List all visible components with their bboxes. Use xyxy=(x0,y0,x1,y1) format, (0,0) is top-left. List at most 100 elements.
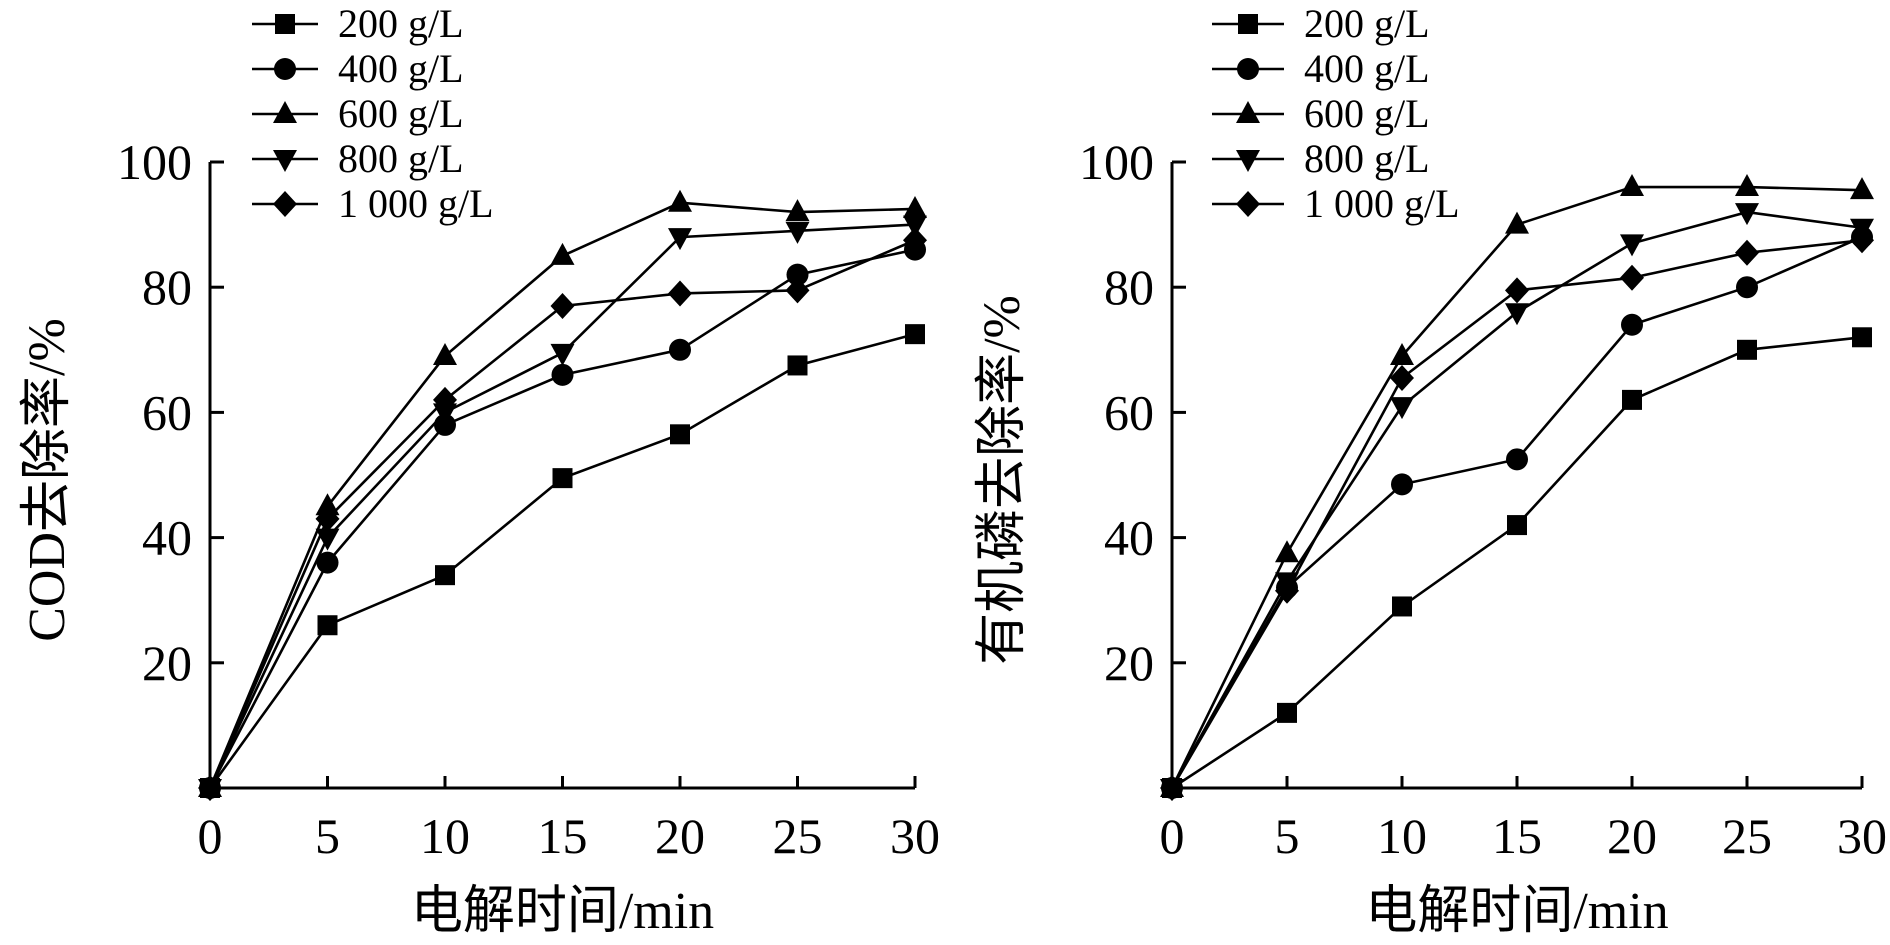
data-point xyxy=(1622,389,1642,410)
data-point xyxy=(1277,702,1297,723)
y-tick-label: 100 xyxy=(117,134,192,190)
y-tick-label: 60 xyxy=(142,384,192,440)
data-point xyxy=(435,565,455,586)
data-point xyxy=(1620,174,1644,197)
data-point xyxy=(1620,264,1644,291)
y-tick-label: 60 xyxy=(1104,384,1154,440)
data-point xyxy=(315,505,340,532)
data-point xyxy=(669,338,691,361)
x-tick-label: 20 xyxy=(1607,808,1657,864)
legend-label: 1 000 g/L xyxy=(338,181,494,226)
data-point xyxy=(1507,515,1527,536)
x-tick-label: 5 xyxy=(1275,808,1300,864)
legend-item: 600 g/L xyxy=(1212,91,1430,136)
data-point xyxy=(1275,577,1299,604)
data-point xyxy=(1735,239,1759,266)
legend-label: 800 g/L xyxy=(338,136,464,181)
data-point xyxy=(316,551,339,574)
legend-marker xyxy=(1236,101,1260,123)
data-point xyxy=(550,292,575,319)
legend-label: 200 g/L xyxy=(338,1,464,46)
legend-marker xyxy=(274,58,296,80)
data-point xyxy=(433,343,457,366)
x-axis-title: 电解时间/min xyxy=(411,883,714,940)
legend-marker xyxy=(1236,150,1260,172)
data-point xyxy=(198,775,222,801)
legend-marker xyxy=(273,150,297,172)
legend-item: 600 g/L xyxy=(252,91,464,136)
legend-label: 200 g/L xyxy=(1304,1,1430,46)
x-tick-label: 15 xyxy=(1492,808,1542,864)
series-400-g-l xyxy=(199,238,926,799)
y-tick-label: 20 xyxy=(1104,635,1154,691)
y-tick-label: 80 xyxy=(1104,259,1154,315)
data-point xyxy=(1506,448,1528,471)
x-tick-label: 0 xyxy=(1160,808,1185,864)
x-tick-label: 15 xyxy=(538,808,588,864)
data-point xyxy=(903,215,927,238)
data-point xyxy=(1735,174,1759,197)
legend-label: 800 g/L xyxy=(1304,136,1430,181)
chart-cod-removal: 20 40 60 80 100 0 5 10 15 20 25 30 电解时间/min COD去除率/% 2… xyxy=(19,1,940,940)
legend-marker xyxy=(1237,58,1259,80)
legend-item: 800 g/L xyxy=(252,136,464,181)
data-point xyxy=(903,227,927,254)
data-point xyxy=(787,355,808,376)
data-point xyxy=(1505,211,1529,234)
x-tick-label: 5 xyxy=(315,808,340,864)
chart-organic-phosphorus-removal: 20 40 60 80 100 0 5 10 15 20 25 30 电解时间/min 有机磷去除率/% 2… xyxy=(974,1,1887,940)
series-line xyxy=(208,239,916,789)
x-tick-label: 25 xyxy=(1722,808,1772,864)
legend-label: 1 000 g/L xyxy=(1304,181,1460,226)
x-tick-label: 20 xyxy=(655,808,705,864)
data-point xyxy=(317,615,338,636)
x-tick-label: 30 xyxy=(1837,808,1887,864)
data-point xyxy=(551,363,574,386)
data-point xyxy=(1390,397,1414,420)
data-point xyxy=(1620,234,1644,257)
legend-label: 600 g/L xyxy=(338,91,464,136)
legend-item: 400 g/L xyxy=(252,46,464,91)
data-point xyxy=(1391,473,1413,496)
data-point xyxy=(1850,227,1874,254)
data-point xyxy=(1621,313,1643,336)
series-line xyxy=(1171,335,1863,790)
data-point xyxy=(905,324,925,345)
data-point xyxy=(1392,596,1412,617)
legend-marker xyxy=(273,191,297,217)
data-point xyxy=(903,195,927,218)
data-point xyxy=(1737,339,1757,360)
data-point xyxy=(550,242,575,265)
data-point xyxy=(1735,203,1759,226)
y-tick-label: 20 xyxy=(142,635,192,691)
x-tick-label: 10 xyxy=(1377,808,1427,864)
legend-marker xyxy=(273,101,297,123)
legend-item: 1 000 g/L xyxy=(252,181,494,226)
series-line xyxy=(1170,185,1863,789)
data-point xyxy=(1275,540,1299,563)
data-point xyxy=(786,263,809,286)
x-tick-label: 30 xyxy=(890,808,940,864)
y-tick-label: 80 xyxy=(142,259,192,315)
y-tick-label: 40 xyxy=(142,510,192,566)
x-tick-label: 25 xyxy=(773,808,823,864)
data-point xyxy=(433,386,457,413)
data-point xyxy=(1160,775,1184,801)
series-1-000-g-l xyxy=(1160,227,1874,801)
x-tick-label: 0 xyxy=(198,808,223,864)
x-axis-title: 电解时间/min xyxy=(1365,883,1668,940)
legend-marker xyxy=(1236,191,1260,217)
legend-item: 200 g/L xyxy=(252,1,464,46)
data-point xyxy=(785,221,810,244)
data-point xyxy=(552,468,573,489)
data-point xyxy=(785,199,810,222)
y-axis-title: COD去除率/% xyxy=(19,318,76,642)
y-axis-title: 有机磷去除率/% xyxy=(974,295,1031,665)
data-point xyxy=(550,343,575,366)
series-200-g-l xyxy=(1162,327,1872,798)
data-point xyxy=(1390,364,1414,391)
data-point xyxy=(1852,327,1872,348)
data-point xyxy=(668,228,692,251)
